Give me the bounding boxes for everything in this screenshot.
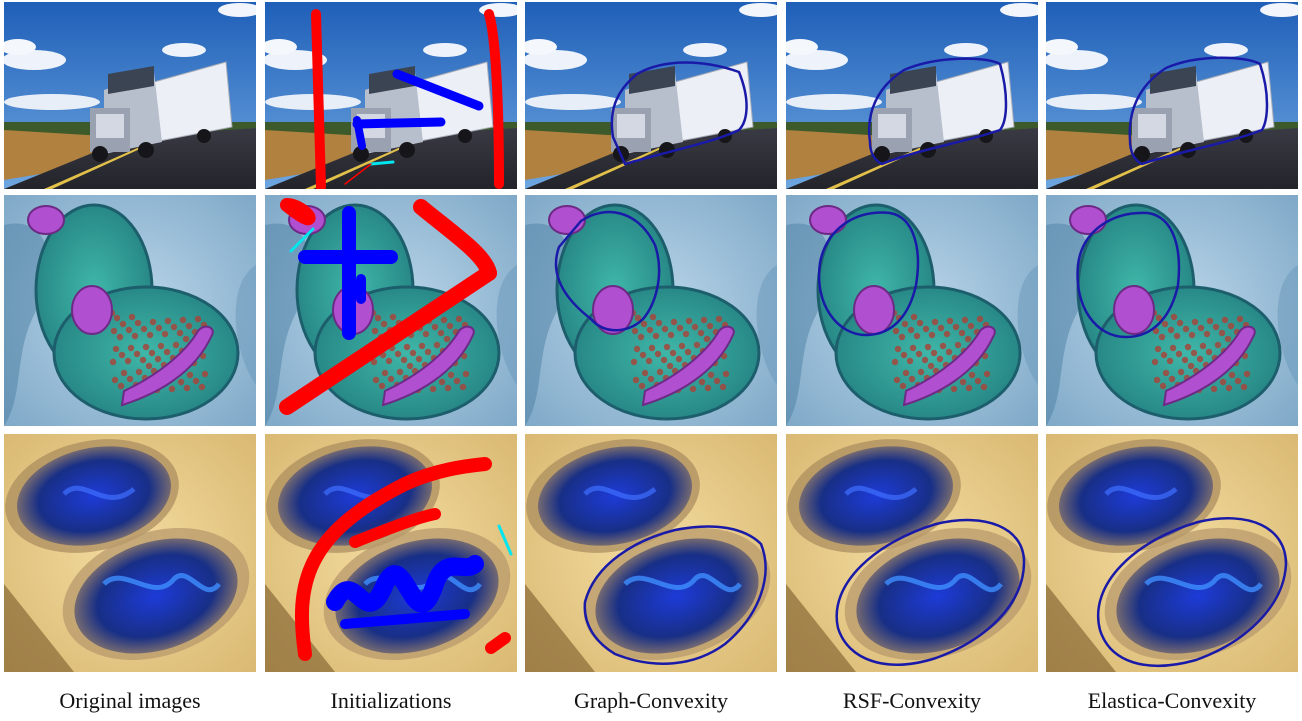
link-marker xyxy=(289,227,315,253)
segmentation-contour xyxy=(610,61,748,166)
link-marker xyxy=(497,524,513,556)
elastica-truck-image xyxy=(1046,2,1298,189)
background-marker xyxy=(311,9,326,189)
segmentation-contour xyxy=(1076,211,1181,339)
original-mineral-image xyxy=(4,434,256,672)
original-truck-image xyxy=(4,2,256,189)
init-cell-image xyxy=(265,195,517,426)
segmentation-contour xyxy=(1097,517,1288,667)
background-marker xyxy=(279,265,497,415)
foreground-marker xyxy=(340,609,470,629)
background-marker xyxy=(484,9,504,189)
background-marker xyxy=(349,508,441,548)
segmentation-contour xyxy=(867,57,1008,166)
link-marker xyxy=(344,163,372,185)
rsf-mineral-image xyxy=(786,434,1038,672)
elastica-caption: Elastica-Convexity xyxy=(1087,688,1257,713)
graph-mineral-image xyxy=(525,434,777,672)
segmentation-contour xyxy=(583,525,767,665)
init-truck-image xyxy=(265,2,517,189)
elastica-cell-image xyxy=(1046,195,1298,426)
segmentation-contour xyxy=(1128,56,1269,166)
graph-caption: Graph-Convexity xyxy=(574,688,728,713)
foreground-marker xyxy=(353,116,366,150)
original-cell-image xyxy=(4,195,256,426)
background-marker xyxy=(280,198,316,226)
original-caption: Original images xyxy=(59,688,201,713)
link-marker xyxy=(369,160,395,166)
rsf-truck-image xyxy=(786,2,1038,189)
rsf-cell-image xyxy=(786,195,1038,426)
segmentation-contour xyxy=(554,210,661,332)
rsf-caption: RSF-Convexity xyxy=(842,688,982,713)
background-marker xyxy=(294,457,492,661)
graph-cell-image xyxy=(525,195,777,426)
foreground-marker xyxy=(352,117,446,129)
foreground-marker xyxy=(326,555,484,613)
segmentation-contour xyxy=(817,211,920,337)
init-mineral-image xyxy=(265,434,517,672)
background-marker xyxy=(485,632,511,654)
init-caption: Initializations xyxy=(330,688,452,713)
segmentation-contour xyxy=(835,518,1026,666)
foreground-marker xyxy=(392,69,484,111)
elastica-mineral-image xyxy=(1046,434,1298,672)
graph-truck-image xyxy=(525,2,777,189)
